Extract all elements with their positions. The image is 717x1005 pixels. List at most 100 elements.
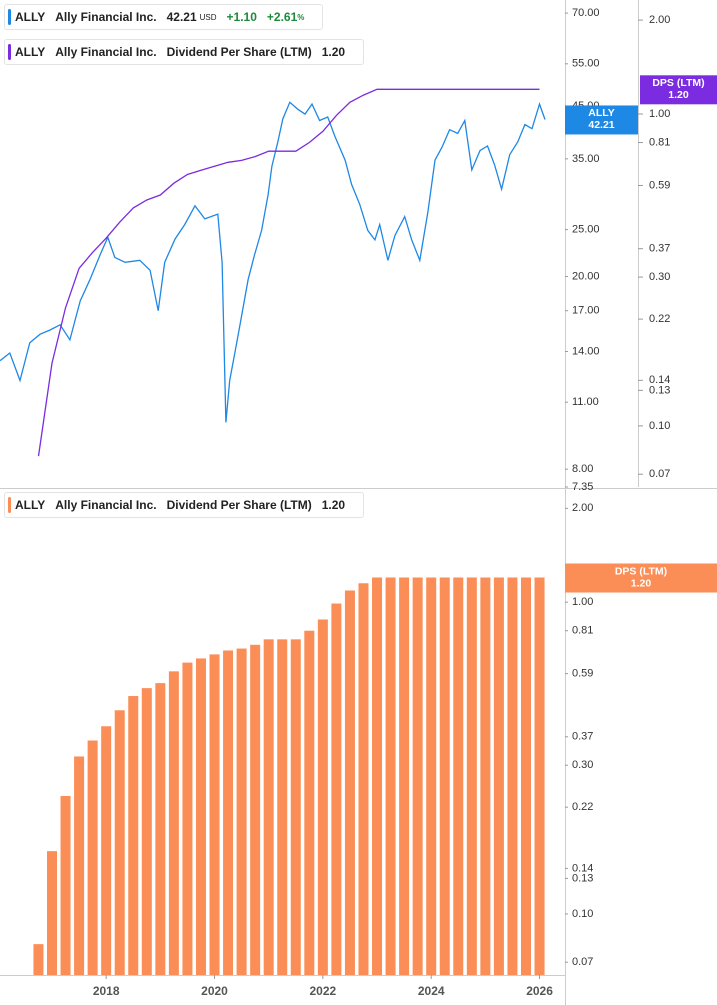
bar xyxy=(426,577,437,975)
y2-tick-label: 0.13 xyxy=(649,384,670,396)
y-tick-label: 25.00 xyxy=(572,224,600,236)
ticker: ALLY xyxy=(15,10,46,24)
bar xyxy=(101,726,112,975)
legend-dps: ALLY Ally Financial Inc. Dividend Per Sh… xyxy=(4,39,365,65)
value-tag-value: 1.20 xyxy=(668,89,689,101)
x-tick-label: 2026 xyxy=(526,984,553,998)
currency: USD xyxy=(199,12,217,22)
line-price xyxy=(0,101,546,423)
bar xyxy=(317,619,328,975)
bar xyxy=(114,710,125,975)
legend-dps-bars: ALLY Ally Financial Inc. Dividend Per Sh… xyxy=(4,492,365,518)
bar xyxy=(290,639,301,975)
metric: Dividend Per Share (LTM) xyxy=(166,45,312,59)
company: Ally Financial Inc. xyxy=(55,10,157,24)
bar xyxy=(466,577,477,975)
legend-swatch xyxy=(8,9,11,25)
bar xyxy=(128,696,139,975)
bar xyxy=(520,577,531,975)
bar xyxy=(412,577,423,975)
bar xyxy=(223,650,234,975)
bar xyxy=(399,577,410,975)
bar xyxy=(209,654,220,975)
y-tick-label: 0.14 xyxy=(572,862,593,874)
bar xyxy=(195,658,206,975)
y2-tick-label: 0.10 xyxy=(649,420,670,432)
y2-tick-label: 0.59 xyxy=(649,179,670,191)
bar xyxy=(33,944,44,975)
y-tick-label: 0.37 xyxy=(572,731,593,743)
y-tick-label: 7.35 xyxy=(572,481,593,493)
y-tick-label: 1.00 xyxy=(572,596,593,608)
value-tag xyxy=(565,563,717,593)
legend-swatch xyxy=(8,44,11,60)
bar xyxy=(182,662,193,975)
y2-tick-label: 0.14 xyxy=(649,374,670,386)
y2-tick-label: 0.81 xyxy=(649,136,670,148)
bar xyxy=(534,577,545,975)
y-tick-label: 8.00 xyxy=(572,463,593,475)
metric: Dividend Per Share (LTM) xyxy=(166,498,312,512)
y-tick-label: 55.00 xyxy=(572,58,600,70)
bar xyxy=(453,577,464,975)
bar xyxy=(236,648,247,975)
bar xyxy=(141,688,152,975)
last: 1.20 xyxy=(321,45,346,59)
bar xyxy=(331,603,342,975)
value-tag-label: DPS (LTM) xyxy=(615,565,667,577)
y2-tick-label: 0.37 xyxy=(649,243,670,255)
price: 42.21 xyxy=(166,10,197,24)
bar xyxy=(47,851,58,975)
x-tick-label: 2020 xyxy=(201,984,228,998)
value-tag xyxy=(640,75,717,105)
x-tick-label: 2018 xyxy=(93,984,120,998)
bar xyxy=(250,644,261,975)
y-tick-label: 0.10 xyxy=(572,908,593,920)
y-tick-label: 0.30 xyxy=(572,759,593,771)
ticker: ALLY xyxy=(15,45,46,59)
bar xyxy=(493,577,504,975)
bar xyxy=(344,590,355,975)
y2-tick-label: 2.00 xyxy=(649,14,670,26)
y2-tick-label: 0.07 xyxy=(649,468,670,480)
y-tick-label: 0.13 xyxy=(572,872,593,884)
y-tick-label: 0.07 xyxy=(572,956,593,968)
y2-tick-label: 0.30 xyxy=(649,271,670,283)
y-tick-label: 11.00 xyxy=(572,396,599,408)
y-tick-label: 0.59 xyxy=(572,668,593,680)
bar xyxy=(507,577,518,975)
value-tag xyxy=(565,105,638,135)
y2-tick-label: 0.22 xyxy=(649,313,670,325)
value-tag-label: DPS (LTM) xyxy=(652,77,704,89)
x-tick-label: 2022 xyxy=(310,984,337,998)
y-tick-label: 2.00 xyxy=(572,502,593,514)
pct-sign: % xyxy=(297,12,305,22)
y-tick-label: 17.00 xyxy=(572,305,600,317)
y-tick-label: 35.00 xyxy=(572,153,600,165)
bar xyxy=(74,756,85,975)
line-dps xyxy=(37,88,540,457)
bar xyxy=(385,577,396,975)
x-tick-label: 2024 xyxy=(418,984,445,998)
change-pct: +2.61 xyxy=(266,10,298,24)
legend-swatch xyxy=(8,497,11,513)
value-tag-value: 1.20 xyxy=(631,577,652,589)
bar xyxy=(372,577,383,975)
company: Ally Financial Inc. xyxy=(55,45,157,59)
bar xyxy=(480,577,491,975)
bar xyxy=(439,577,450,975)
y-tick-label: 70.00 xyxy=(572,7,600,19)
y-tick-label: 14.00 xyxy=(572,345,600,357)
bar xyxy=(60,795,71,975)
bar xyxy=(87,740,98,975)
value-tag-value: 42.21 xyxy=(588,119,614,131)
y-tick-label: 0.81 xyxy=(572,625,593,637)
y2-tick-label: 1.00 xyxy=(649,108,670,120)
bar xyxy=(168,671,179,975)
change: +1.10 xyxy=(226,10,257,24)
company: Ally Financial Inc. xyxy=(55,498,157,512)
y-tick-label: 0.22 xyxy=(572,801,593,813)
bar xyxy=(155,683,166,975)
